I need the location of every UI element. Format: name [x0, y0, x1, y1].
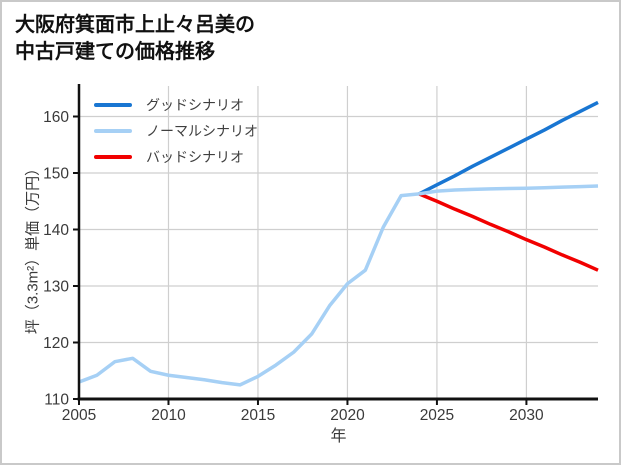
x-tick-label: 2025 [420, 407, 454, 424]
chart-title-line1: 大阪府箕面市上止々呂美の [15, 14, 255, 36]
x-tick-label: 2005 [62, 407, 96, 424]
normal-scenario-line-swatch [94, 129, 132, 133]
bad-scenario-line-swatch [94, 155, 132, 159]
y-tick-label: 140 [43, 222, 69, 239]
legend-item-normal: ノーマルシナリオ [94, 118, 258, 144]
good-scenario-line-swatch [94, 103, 132, 107]
legend-item-good: グッドシナリオ [94, 92, 258, 118]
y-tick-label: 160 [43, 109, 69, 126]
x-tick-label: 2015 [241, 407, 275, 424]
x-tick-label: 2010 [151, 407, 186, 424]
x-axis-label: 年 [330, 428, 347, 445]
x-tick-label: 2030 [509, 407, 544, 424]
legend-label-good: グッドシナリオ [146, 97, 244, 113]
legend-item-bad: バッドシナリオ [94, 144, 258, 170]
y-axis-label: 坪（3.3m²）単価（万円） [24, 160, 42, 335]
legend: グッドシナリオ ノーマルシナリオ バッドシナリオ [94, 92, 258, 170]
line-forecast-グッドシナリオ [418, 100, 599, 196]
line-forecast-バッドシナリオ [418, 192, 599, 272]
y-tick-label: 110 [44, 392, 69, 409]
y-tick-label: 130 [43, 279, 69, 296]
line-history-ノーマルシナリオ [78, 192, 420, 387]
chart-title: 大阪府箕面市上止々呂美の 中古戸建ての価格推移 [15, 12, 255, 66]
chart-title-line2: 中古戸建ての価格推移 [15, 41, 215, 63]
x-tick-label: 2020 [330, 407, 365, 424]
y-tick-label: 120 [43, 335, 69, 352]
line-forecast-ノーマルシナリオ [418, 184, 599, 196]
legend-label-bad: バッドシナリオ [146, 149, 244, 165]
y-tick-label: 150 [43, 166, 69, 183]
legend-label-normal: ノーマルシナリオ [146, 123, 258, 139]
